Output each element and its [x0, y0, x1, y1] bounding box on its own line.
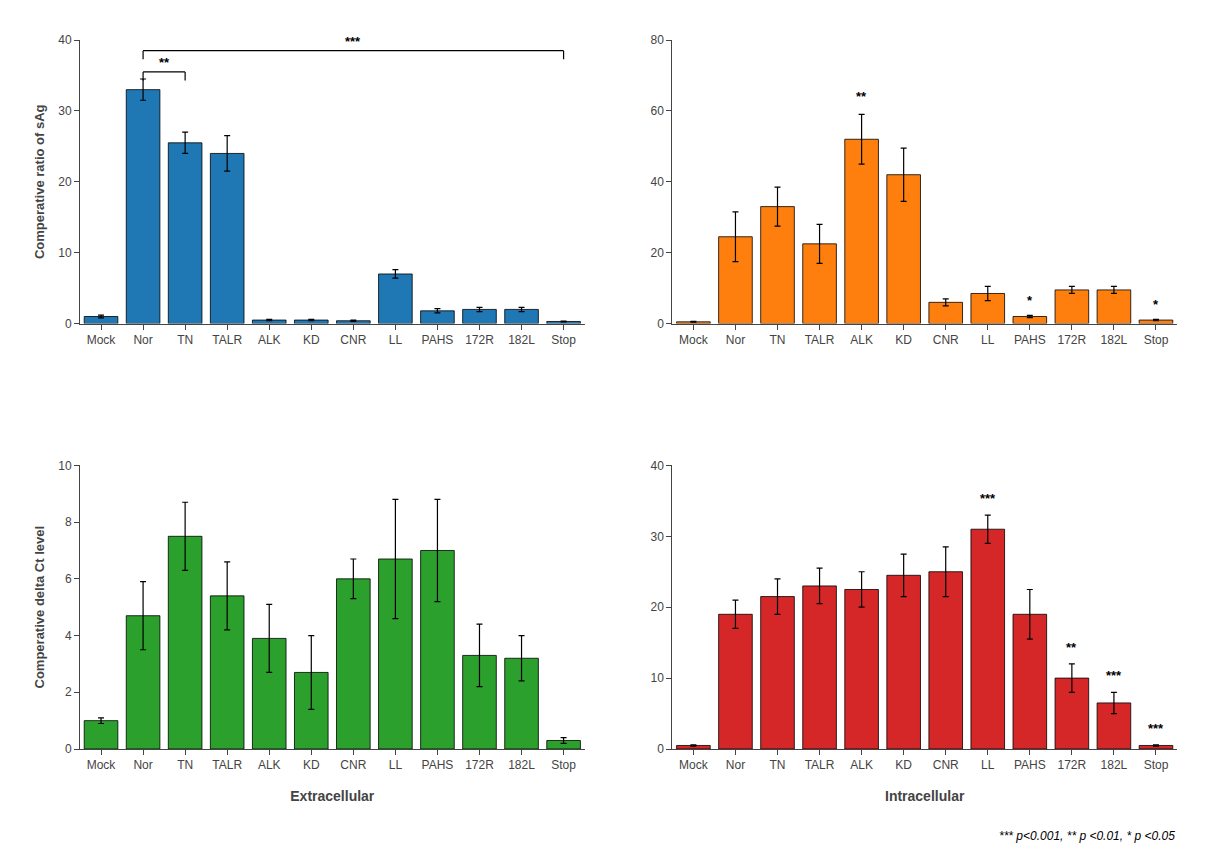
- svg-text:PAHS: PAHS: [422, 333, 454, 347]
- svg-text:Nor: Nor: [133, 758, 152, 772]
- svg-text:182L: 182L: [508, 758, 535, 772]
- svg-text:CNR: CNR: [340, 333, 366, 347]
- svg-text:CNR: CNR: [340, 758, 366, 772]
- svg-text:***: ***: [1148, 721, 1164, 736]
- svg-text:CNR: CNR: [933, 333, 959, 347]
- svg-text:40: 40: [58, 33, 72, 47]
- svg-text:TN: TN: [770, 758, 786, 772]
- svg-text:KD: KD: [895, 333, 912, 347]
- svg-text:8: 8: [65, 515, 72, 529]
- svg-text:TALR: TALR: [212, 758, 242, 772]
- svg-text:10: 10: [58, 246, 72, 260]
- svg-text:Extracellular: Extracellular: [290, 788, 375, 804]
- svg-text:6: 6: [65, 572, 72, 586]
- svg-text:0: 0: [657, 317, 664, 331]
- svg-text:TALR: TALR: [805, 758, 835, 772]
- svg-text:Nor: Nor: [133, 333, 152, 347]
- svg-text:LL: LL: [389, 758, 403, 772]
- svg-text:0: 0: [65, 742, 72, 756]
- svg-text:Stop: Stop: [1144, 758, 1169, 772]
- svg-text:ALK: ALK: [850, 333, 873, 347]
- svg-text:Nor: Nor: [726, 333, 745, 347]
- svg-text:172R: 172R: [465, 333, 494, 347]
- svg-text:LL: LL: [981, 758, 995, 772]
- svg-text:Comperative ratio of sAg: Comperative ratio of sAg: [32, 104, 47, 259]
- svg-text:0: 0: [65, 317, 72, 331]
- svg-text:Mock: Mock: [679, 333, 709, 347]
- svg-text:KD: KD: [895, 758, 912, 772]
- svg-text:182L: 182L: [508, 333, 535, 347]
- svg-text:*: *: [1153, 297, 1159, 312]
- svg-text:182L: 182L: [1101, 758, 1128, 772]
- svg-text:80: 80: [651, 33, 665, 47]
- svg-text:10: 10: [58, 459, 72, 473]
- svg-text:172R: 172R: [1058, 333, 1087, 347]
- svg-text:Stop: Stop: [551, 333, 576, 347]
- svg-text:LL: LL: [981, 333, 995, 347]
- svg-text:TN: TN: [177, 758, 193, 772]
- svg-text:60: 60: [651, 104, 665, 118]
- svg-text:**: **: [856, 89, 867, 104]
- svg-text:20: 20: [58, 175, 72, 189]
- svg-text:ALK: ALK: [258, 758, 281, 772]
- svg-text:10: 10: [651, 671, 665, 685]
- svg-text:ALK: ALK: [258, 333, 281, 347]
- svg-text:4: 4: [65, 629, 72, 643]
- svg-text:PAHS: PAHS: [1014, 758, 1046, 772]
- svg-text:TALR: TALR: [805, 333, 835, 347]
- svg-text:20: 20: [651, 600, 665, 614]
- svg-text:Mock: Mock: [679, 758, 709, 772]
- svg-text:172R: 172R: [465, 758, 494, 772]
- svg-text:20: 20: [651, 246, 665, 260]
- svg-text:LL: LL: [389, 333, 403, 347]
- svg-text:KD: KD: [303, 333, 320, 347]
- svg-text:**: **: [159, 55, 170, 70]
- svg-text:Stop: Stop: [1144, 333, 1169, 347]
- svg-text:CNR: CNR: [933, 758, 959, 772]
- svg-text:30: 30: [651, 530, 665, 544]
- svg-text:40: 40: [651, 459, 665, 473]
- svg-text:172R: 172R: [1058, 758, 1087, 772]
- svg-text:0: 0: [657, 742, 664, 756]
- svg-text:**: **: [1066, 640, 1077, 655]
- svg-text:Mock: Mock: [87, 758, 117, 772]
- svg-text:*: *: [1027, 293, 1033, 308]
- svg-text:ALK: ALK: [850, 758, 873, 772]
- svg-text:Nor: Nor: [726, 758, 745, 772]
- svg-text:Mock: Mock: [87, 333, 117, 347]
- svg-text:Stop: Stop: [551, 758, 576, 772]
- svg-text:***: ***: [345, 34, 361, 49]
- svg-text:182L: 182L: [1101, 333, 1128, 347]
- svg-text:Intracellular: Intracellular: [885, 788, 965, 804]
- svg-text:TN: TN: [770, 333, 786, 347]
- svg-text:***: ***: [1106, 668, 1122, 683]
- svg-text:30: 30: [58, 104, 72, 118]
- svg-text:Comperative delta Ct level: Comperative delta Ct level: [32, 526, 47, 689]
- svg-text:***: ***: [980, 491, 996, 506]
- svg-text:TALR: TALR: [212, 333, 242, 347]
- svg-text:PAHS: PAHS: [422, 758, 454, 772]
- svg-text:KD: KD: [303, 758, 320, 772]
- svg-text:40: 40: [651, 175, 665, 189]
- svg-text:2: 2: [65, 685, 72, 699]
- svg-text:TN: TN: [177, 333, 193, 347]
- svg-text:PAHS: PAHS: [1014, 333, 1046, 347]
- svg-text:*** p<0.001, ** p <0.01, * p <: *** p<0.001, ** p <0.01, * p <0.05: [999, 829, 1175, 843]
